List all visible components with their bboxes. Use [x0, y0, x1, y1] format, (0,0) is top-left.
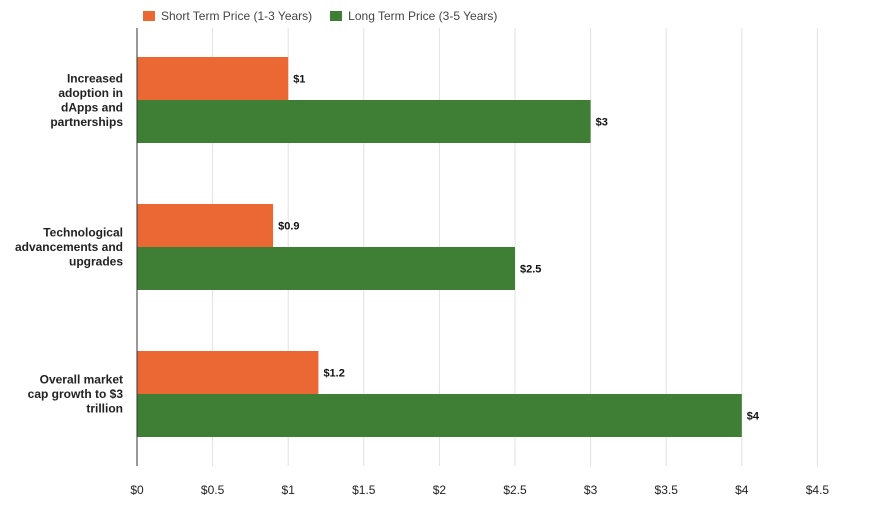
bar-short-term-1[interactable] — [137, 204, 274, 247]
bar-long-term-2[interactable] — [137, 394, 742, 437]
data-label-short-term-1: $0.9 — [278, 221, 299, 233]
x-tick-label-5: $2.5 — [503, 483, 527, 497]
category-label-2-line-1: cap growth to $3 — [28, 387, 124, 401]
bar-long-term-1[interactable] — [137, 247, 515, 290]
category-label-1-line-2: upgrades — [69, 255, 123, 269]
category-label-1: Technological advancements and upgrades — [15, 226, 123, 269]
category-label-2-line-2: trillion — [86, 402, 123, 416]
data-label-short-term-2: $1.2 — [323, 368, 344, 380]
category-label-2-line-0: Overall market — [40, 373, 123, 387]
data-label-short-term-0: $1 — [293, 74, 305, 86]
category-label-0: Increased adoption in dApps and partnership… — [50, 71, 123, 129]
category-label-0-line-0: Increased — [67, 71, 123, 85]
x-tick-label-1: $0.5 — [201, 483, 225, 497]
data-label-long-term-0: $3 — [596, 117, 608, 129]
legend-swatch-long-term — [330, 11, 343, 21]
legend-item-long-term[interactable]: Long Term Price (3-5 Years) — [330, 9, 497, 23]
category-label-0-line-2: dApps and — [61, 100, 123, 114]
category-label-2: Overall market cap growth to $3 trillion — [28, 373, 124, 416]
x-tick-label-6: $3 — [584, 483, 598, 497]
x-tick-label-3: $1.5 — [352, 483, 376, 497]
chart-legend: Short Term Price (1-3 Years) Long Term P… — [143, 9, 497, 23]
bar-short-term-2[interactable] — [137, 351, 319, 394]
data-label-long-term-1: $2.5 — [520, 264, 541, 276]
legend-label-short-term: Short Term Price (1-3 Years) — [161, 9, 313, 23]
x-tick-label-8: $4 — [735, 483, 749, 497]
legend-label-long-term: Long Term Price (3-5 Years) — [348, 9, 498, 23]
legend-item-short-term[interactable]: Short Term Price (1-3 Years) — [143, 9, 312, 23]
legend-swatch-short-term — [143, 11, 155, 21]
x-tick-label-4: $2 — [433, 483, 447, 497]
category-label-1-line-0: Technological — [43, 226, 123, 240]
x-tick-label-0: $0 — [130, 483, 144, 497]
x-tick-label-2: $1 — [282, 483, 296, 497]
bar-short-term-0[interactable] — [137, 57, 289, 100]
data-label-long-term-2: $4 — [747, 411, 760, 423]
category-label-0-line-3: partnerships — [50, 115, 123, 129]
x-tick-label-7: $3.5 — [655, 483, 679, 497]
x-tick-label-9: $4.5 — [806, 483, 830, 497]
category-label-1-line-1: advancements and — [15, 240, 123, 254]
bar-long-term-0[interactable] — [137, 100, 591, 143]
category-label-0-line-1: adoption in — [58, 86, 123, 100]
